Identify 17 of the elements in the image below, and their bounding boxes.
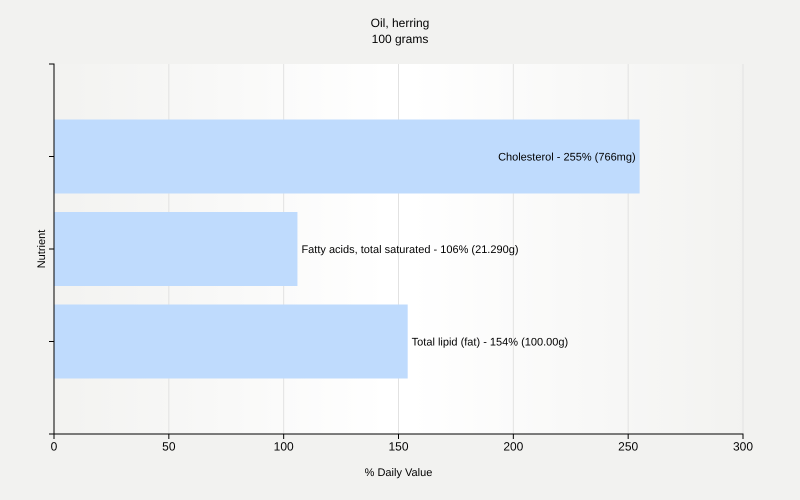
x-tick-label: 250 [618, 440, 638, 454]
x-tick-label: 200 [503, 440, 524, 454]
y-axis-title: Nutrient [36, 230, 48, 268]
x-tick-label: 300 [732, 440, 754, 454]
bar [54, 212, 298, 286]
chart-subtitle: 100 grams [372, 32, 428, 46]
bar [54, 120, 640, 194]
bar [54, 304, 408, 378]
annotation: Total lipid (fat) - 154% (100.00g) [412, 336, 568, 348]
annotation: Cholesterol - 255% (766mg) [498, 151, 636, 164]
x-tick-label: 100 [274, 440, 294, 454]
x-tick-label: 50 [162, 440, 176, 454]
chart-title: Oil, herring [370, 16, 430, 30]
x-tick-label: 0 [50, 440, 58, 454]
x-tick-label: 150 [388, 440, 409, 454]
x-axis-title: % Daily Value [364, 467, 432, 479]
annotation: Fatty acids, total saturated - 106% (21.290g) [301, 244, 519, 256]
